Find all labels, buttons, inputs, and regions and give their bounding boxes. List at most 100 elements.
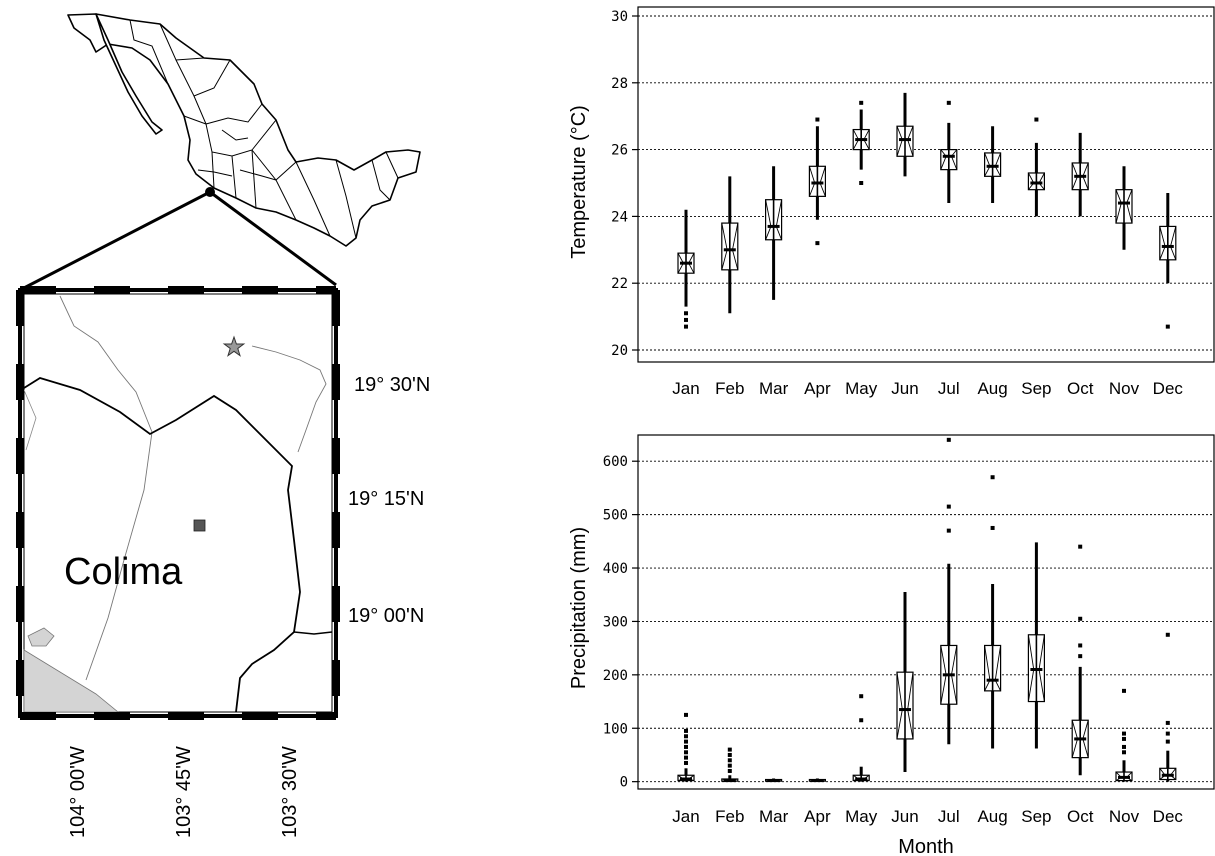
- zoom-connector-lines: [19, 190, 337, 292]
- box-jun: [896, 592, 914, 773]
- x-tick-label: Oct: [1067, 807, 1094, 826]
- outlier-point: [727, 752, 732, 757]
- frame-dash: [16, 364, 24, 400]
- y-tick-label: 30: [611, 9, 628, 25]
- city-square-marker: [193, 519, 206, 532]
- outlier-point: [1122, 744, 1126, 749]
- frame-dash: [332, 364, 340, 400]
- frame-dash: [332, 586, 340, 622]
- frame-dash: [16, 586, 24, 622]
- precipitation-plot-frame: [637, 434, 1215, 790]
- box-apr: [808, 778, 826, 783]
- temperature-gridlines: [638, 15, 1214, 351]
- box-aug: [984, 126, 1002, 204]
- box-jan: [677, 209, 695, 329]
- box-may: [852, 694, 870, 782]
- x-tick-label: May: [845, 807, 878, 826]
- x-tick-label: Sep: [1021, 807, 1051, 826]
- outlier-point: [684, 317, 688, 322]
- x-tick-label: Jun: [891, 807, 918, 826]
- precipitation-xlabel: Month: [898, 836, 954, 856]
- frame-dash: [16, 660, 24, 696]
- outlier-point: [1078, 654, 1083, 659]
- y-tick-label: 20: [611, 343, 628, 359]
- box-mar: [765, 778, 783, 783]
- x-tick-label: Nov: [1109, 807, 1140, 826]
- box-jan: [677, 712, 695, 782]
- frame-dash: [332, 660, 340, 696]
- box-apr: [808, 117, 826, 246]
- frame-dash-pattern: [16, 286, 340, 720]
- outlier-point: [1165, 324, 1170, 329]
- precipitation-boxes: [677, 437, 1177, 783]
- x-tick-label: Apr: [804, 807, 831, 826]
- lagoon-shape: [27, 627, 55, 647]
- x-tick-label: Feb: [715, 379, 744, 398]
- box-jul: [940, 437, 958, 745]
- frame-dash: [332, 438, 340, 474]
- y-tick-label: 400: [603, 561, 628, 577]
- outlier-point: [1034, 117, 1039, 122]
- outlier-point: [1165, 632, 1170, 637]
- frame-dash: [242, 286, 278, 294]
- outlier-point: [1122, 736, 1126, 741]
- frame-dash: [332, 290, 340, 326]
- box-jul: [940, 100, 958, 204]
- outlier-point: [859, 181, 864, 185]
- outlier-point: [859, 694, 864, 699]
- x-tick-label: Jul: [938, 807, 960, 826]
- inset-frame: [18, 288, 338, 718]
- frame-dash: [168, 712, 204, 720]
- outlier-point: [727, 768, 732, 773]
- x-tick-label: May: [845, 379, 878, 398]
- precipitation-xticks: Jan Feb Mar Apr May Jun Jul Aug Sep Oct Nov Dec: [672, 807, 1183, 826]
- y-tick-label: 600: [603, 454, 628, 470]
- y-tick-label: 200: [603, 668, 628, 684]
- outlier-point: [684, 728, 688, 733]
- temperature-ylabel: Temperature (°C): [568, 105, 590, 259]
- precipitation-chart: Precipitation (mm) 0 100 200 300 400 500 600 J…: [568, 434, 1215, 856]
- outlier-point: [859, 718, 864, 723]
- x-tick-label: Aug: [977, 379, 1007, 398]
- x-tick-label: Dec: [1153, 379, 1184, 398]
- y-tick-label: 500: [603, 508, 628, 524]
- frame-dash: [20, 286, 56, 294]
- colima-marker-dot: [205, 187, 215, 197]
- outlier-point: [684, 744, 688, 749]
- x-tick-label: Feb: [715, 807, 744, 826]
- temperature-boxes: [677, 92, 1177, 329]
- outlier-point: [1165, 731, 1170, 736]
- y-tick-label: 26: [611, 143, 628, 159]
- box-sep: [1027, 542, 1045, 749]
- box-mar: [765, 166, 783, 300]
- outlier-point: [684, 750, 688, 755]
- frame-dash: [316, 712, 336, 720]
- temperature-chart: Temperature (°C) 20 22 24 26 28 30 Jan Feb Mar A…: [568, 6, 1215, 398]
- outlier-point: [1078, 643, 1083, 648]
- state-borders: [129, 19, 399, 239]
- outlier-point: [859, 100, 864, 105]
- outlier-point: [727, 747, 732, 752]
- x-tick-label: Dec: [1153, 807, 1184, 826]
- y-tick-label: 0: [620, 775, 628, 791]
- box-feb: [721, 747, 739, 783]
- outlier-point: [684, 324, 688, 329]
- x-tick-label: Mar: [759, 379, 789, 398]
- outlier-point: [1078, 616, 1083, 621]
- x-tick-label: Jan: [672, 379, 699, 398]
- lat-label-1915: 19° 15'N: [348, 488, 424, 510]
- outlier-point: [815, 117, 820, 122]
- box-aug: [984, 475, 1002, 749]
- box-nov: [1115, 688, 1133, 782]
- outlier-point: [684, 712, 688, 717]
- outlier-point: [684, 311, 688, 316]
- state-boundary-line: [23, 377, 301, 713]
- frame-dash: [16, 290, 24, 326]
- outlier-point: [684, 760, 688, 765]
- x-tick-label: Jun: [891, 379, 918, 398]
- x-tick-label: Jan: [672, 807, 699, 826]
- region-label: Colima: [64, 551, 183, 593]
- x-tick-label: Aug: [977, 807, 1007, 826]
- outlier-point: [815, 241, 820, 246]
- lon-label-104-00: 104° 00'W: [67, 746, 89, 838]
